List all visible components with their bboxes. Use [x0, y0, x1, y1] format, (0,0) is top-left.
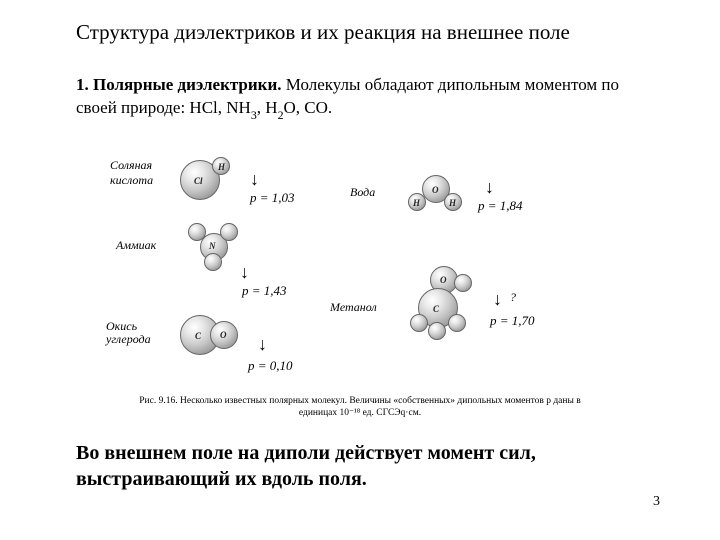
label-hcl: Солянаякислота	[110, 158, 153, 188]
p-co: p = 0,10	[248, 358, 293, 374]
atom-label-h1-h2o: H	[413, 198, 420, 208]
atom-h1	[188, 223, 206, 241]
arrow-co: ↓	[258, 335, 267, 353]
arrow-nh3: ↓	[240, 263, 249, 281]
section-title: Полярные диэлектрики.	[93, 75, 282, 94]
atom-label-o-h2o: O	[432, 185, 439, 195]
p-nh3: p = 1,43	[242, 283, 287, 299]
figure-caption: Рис. 9.16. Несколько известных полярных …	[125, 395, 595, 420]
section-number: 1.	[76, 75, 89, 94]
label-h2o: Вода	[350, 185, 375, 200]
section-body-3: O, CO.	[284, 98, 333, 117]
p-h2o: p = 1,84	[478, 198, 523, 214]
q-ch3oh: ?	[510, 290, 516, 305]
p-ch3oh: p = 1,70	[490, 313, 535, 329]
page-title: Структура диэлектриков и их реакция на в…	[76, 20, 570, 45]
label-ch3oh: Метанол	[330, 300, 377, 315]
atom-h1-m	[410, 314, 428, 332]
atom-label-h: H	[218, 162, 225, 172]
atom-label-cl: Cl	[194, 176, 203, 186]
atom-label-o: O	[220, 330, 227, 340]
p-hcl: p = 1,03	[250, 190, 295, 206]
atom-label-n: N	[209, 241, 216, 251]
figure-area: Cl H Солянаякислота ↓ p = 1,03 N Аммиак …	[120, 150, 620, 390]
sub-3: 3	[251, 108, 257, 122]
sub-2: 2	[278, 108, 284, 122]
atom-label-c-m: C	[433, 304, 439, 314]
conclusion-text: Во внешнем поле на диполи действует моме…	[76, 440, 650, 492]
atom-h2	[220, 223, 238, 241]
arrow-ch3oh: ↓	[493, 290, 502, 308]
atom-label-o-m: O	[440, 275, 447, 285]
atom-h2-m	[448, 314, 466, 332]
atom-h4-m	[454, 274, 472, 292]
arrow-h2o: ↓	[485, 178, 494, 196]
page-number: 3	[653, 494, 660, 510]
atom-label-c: C	[195, 331, 201, 341]
section-text: 1. Полярные диэлектрики. Молекулы облада…	[76, 74, 660, 121]
atom-h3	[204, 253, 222, 271]
atom-label-h2-h2o: H	[449, 198, 456, 208]
label-nh3: Аммиак	[116, 238, 156, 253]
atom-h3-m	[428, 322, 446, 340]
label-co: Окисьуглерода	[106, 320, 151, 346]
section-body-2: , H	[257, 98, 278, 117]
arrow-hcl: ↓	[250, 170, 259, 188]
